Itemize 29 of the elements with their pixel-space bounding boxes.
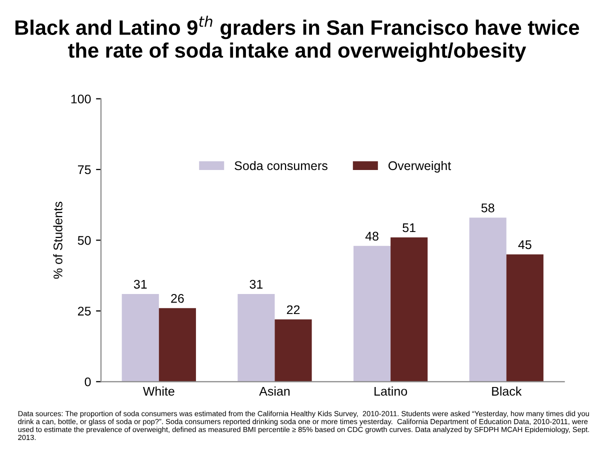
y-axis-title: % of Students: [53, 202, 62, 279]
y-tick-label: 100: [71, 94, 91, 104]
bar: [469, 218, 506, 382]
y-tick-label: 75: [78, 165, 91, 174]
x-tick-label: Black: [492, 386, 522, 396]
data-label: 22: [286, 305, 300, 314]
bar: [274, 319, 312, 382]
x-tick-label: Latino: [374, 386, 408, 396]
bar: [390, 237, 428, 382]
data-label: 26: [171, 294, 184, 303]
y-tick-label: 50: [78, 236, 91, 245]
data-label: 31: [134, 280, 147, 289]
data-label: 58: [481, 203, 494, 212]
y-tick-label: 25: [78, 306, 91, 316]
data-label: 48: [365, 232, 378, 241]
data-label: 31: [250, 280, 263, 289]
data-label: 45: [518, 240, 532, 250]
bar: [238, 294, 275, 382]
bar: [353, 246, 391, 382]
legend-label: Overweight: [388, 160, 452, 173]
bar: [158, 308, 196, 382]
y-tick-label: 0: [84, 377, 91, 386]
bar: [122, 294, 159, 382]
bar: [506, 254, 544, 382]
data-label: 51: [402, 223, 416, 232]
x-tick-label: White: [142, 386, 174, 396]
legend-label: Soda consumers: [234, 160, 328, 170]
chart-title: Black and Latino 9$^{th}$ graders in San Francisco have twice the rate of soda intake and overweight/obesity: [15, 16, 580, 62]
x-tick-label: Asian: [259, 386, 290, 396]
